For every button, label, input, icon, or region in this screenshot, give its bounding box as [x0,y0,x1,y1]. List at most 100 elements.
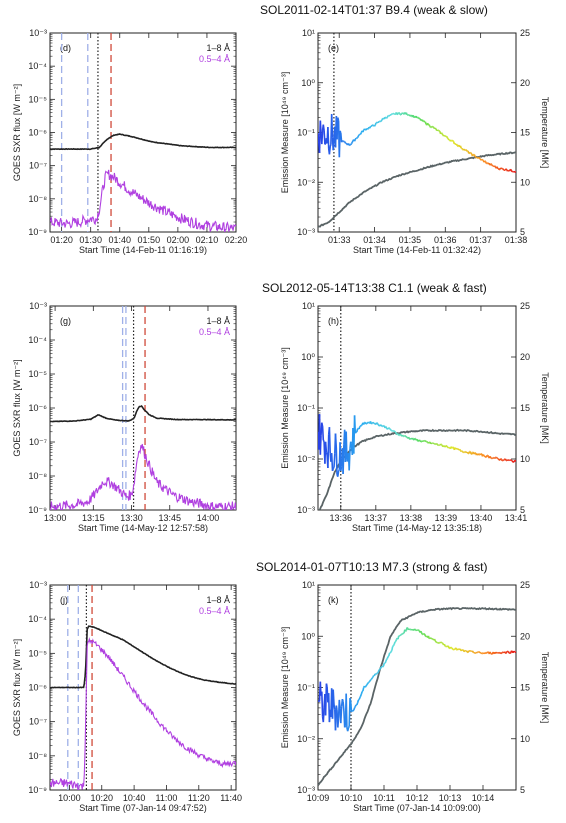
em-segment [491,164,492,165]
em-segment [392,647,393,651]
y-tick-label: 10⁻⁶ [29,683,48,693]
em-segment [387,117,388,118]
em-segment [442,643,443,644]
em-segment [396,640,397,642]
em-segment [359,698,360,700]
em-segment [447,446,448,447]
em-segment [461,650,462,651]
y-right-axis-label: Temperature [MK] [540,652,550,724]
em-segment [511,171,512,172]
em-segment [488,455,489,456]
em-segment [506,169,507,171]
x-tick-label: 10:14 [472,793,495,803]
em-segment [373,422,374,423]
em-segment [341,707,342,723]
y-tick-label: 10⁻⁷ [29,437,47,447]
em-segment [318,133,319,142]
em-segment [377,672,378,673]
y-axis-label: GOES SXR flux [W m⁻²] [12,84,22,181]
em-segment [325,144,326,145]
em-segment [364,422,365,424]
em-segment [431,638,432,639]
x-axis-label: Start Time (14-Feb-11 01:32:42) [353,245,481,255]
em-segment [323,707,324,722]
y-tick-label: 10⁰ [301,352,315,362]
em-segment [482,159,483,160]
y-tick-label: 10¹ [302,580,315,590]
em-segment [361,694,362,696]
em-segment [410,116,411,117]
em-segment [424,634,425,635]
em-segment [394,431,395,432]
em-segment [374,126,375,127]
x-tick-label: 01:50 [138,235,161,245]
em-segment [439,643,440,644]
panel-4: 10⁻⁹10⁻⁸10⁻⁷10⁻⁶10⁻⁵10⁻⁴10⁻³10:00 10:20 10… [12,580,242,813]
em-segment [441,445,442,446]
em-segment [355,138,356,139]
em-segment [502,459,503,460]
y-tick-label: 10⁻¹ [297,403,315,413]
em-segment [329,427,330,453]
series-line-0 [50,134,236,149]
em-segment [441,642,442,643]
em-segment [336,448,337,475]
em-segment [333,469,334,471]
legend-entry: 0.5–4 Å [199,54,230,64]
em-segment [502,653,503,654]
em-segment [505,652,506,653]
x-tick-label: 13:41 [505,513,528,523]
em-segment [380,669,381,670]
em-segment [333,467,334,468]
em-segment [323,440,324,442]
em-segment [508,651,509,653]
em-segment [367,423,368,424]
em-segment [361,692,362,695]
em-segment [475,653,476,654]
em-segment [401,113,402,114]
em-segment [390,429,391,430]
em-segment [490,652,491,654]
em-segment [385,662,386,664]
em-segment [354,708,355,710]
em-segment [389,428,390,429]
em-segment [349,449,350,471]
em-segment [442,133,443,135]
em-segment [349,143,350,145]
y-tick-label: 10⁻⁴ [28,335,47,345]
em-segment [334,705,335,710]
em-segment [358,136,359,138]
em-segment [324,131,325,145]
em-segment [318,701,319,702]
em-segment [412,629,413,630]
em-segment [333,690,334,705]
em-segment [403,435,404,436]
em-segment [409,437,410,439]
y-tick-label: 10⁻⁷ [29,161,47,171]
em-segment [320,121,321,133]
em-segment [501,168,502,169]
em-segment [438,643,439,644]
y-tick-label: 10⁻⁸ [28,194,47,204]
y-tick-label: 10⁻² [297,454,315,464]
x-tick-label: 13:38 [400,513,423,523]
em-segment [377,423,378,424]
em-segment [346,432,347,460]
em-segment [355,707,356,708]
panel-label: (j) [60,595,68,605]
x-tick-label: 01:38 [505,235,528,245]
em-segment [409,629,410,630]
em-segment [479,652,480,653]
em-segment [343,701,344,711]
em-segment [381,425,382,426]
em-segment [390,652,391,653]
x-tick-label: 13:39 [435,513,458,523]
em-segment [407,628,408,629]
em-segment [486,652,487,653]
em-segment [362,691,363,692]
yr-tick-label: 15 [520,128,530,138]
y-axis-label: Emission Measure [10⁴⁹ cm⁻³] [280,347,290,469]
yr-tick-label: 20 [520,352,530,362]
em-segment [505,459,506,461]
em-segment [460,146,461,149]
